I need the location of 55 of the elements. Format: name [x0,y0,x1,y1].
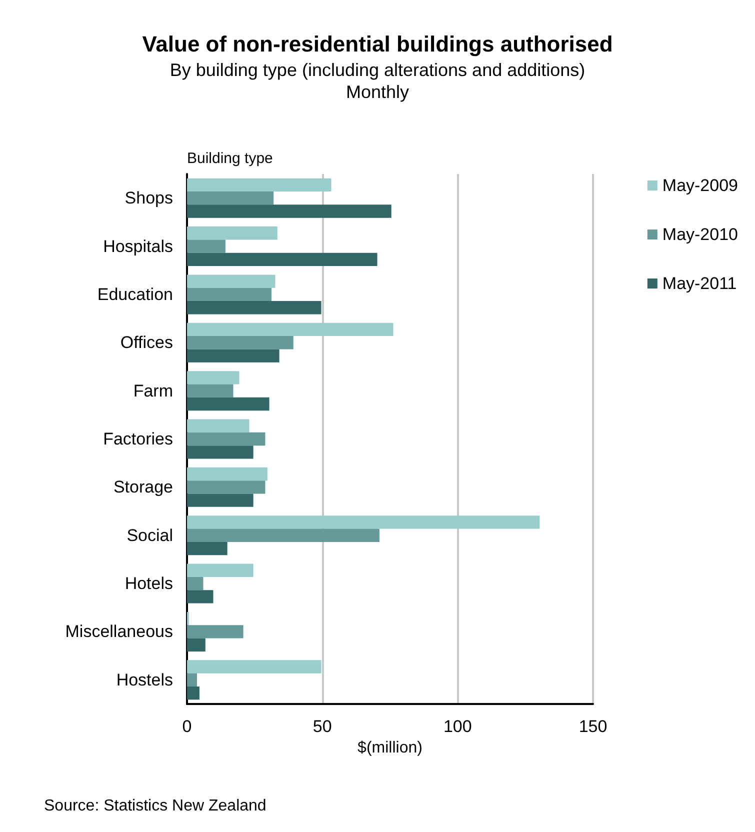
bar [187,480,266,494]
y-tick-label: Offices [120,333,173,352]
y-tick-label: Social [126,526,173,545]
legend-label: May-2010 [662,225,738,244]
x-tick-label: 150 [578,717,608,736]
bar [187,576,204,590]
y-tick-label: Storage [113,478,173,497]
bar [187,467,268,481]
chart-title: Value of non-residential buildings authorised [142,32,613,56]
y-tick-label: Farm [133,381,173,400]
legend-label: May-2011 [662,274,737,293]
y-tick-label: Hostels [116,670,173,690]
bar [187,446,254,459]
y-tick-label: Education [97,284,173,304]
bar [187,419,250,432]
bar [187,240,226,253]
y-tick-label: Shops [124,188,173,208]
chart-subtitle: By building type (including alterations and additions) Monthly [170,60,586,102]
legend-label: May-2009 [662,176,738,195]
y-tick-label: Hospitals [103,236,173,256]
bar [187,686,200,700]
bar [187,192,274,205]
bar [187,288,272,302]
bar [187,178,332,192]
bar [187,204,392,218]
x-axis-title: $(million) [358,739,422,756]
bar [187,371,240,384]
x-tick-label: 100 [443,717,472,736]
y-tick-label: Hotels [124,574,173,594]
x-tick-label: 50 [312,717,332,736]
bar [187,322,394,336]
bar [187,660,322,674]
y-axis-title: Building type [187,150,273,167]
bar [187,625,244,638]
bar [187,226,278,240]
bar [187,590,214,604]
bar [187,349,280,362]
y-tick-label: Factories [103,430,173,448]
bar [187,542,228,556]
x-tick-label: 0 [182,717,192,736]
bar [187,528,380,542]
source-note: Source: Statistics New Zealand [44,798,266,814]
bar [187,252,378,266]
y-tick-label: Miscellaneous [65,622,173,642]
bar [187,432,266,446]
bar [187,494,254,507]
bar [187,564,254,577]
bar [187,301,322,314]
bar [187,384,234,398]
bar [187,274,276,288]
bar [187,516,540,529]
bar [187,638,206,652]
bar [187,673,198,686]
bar [187,397,270,411]
bar [187,336,294,350]
